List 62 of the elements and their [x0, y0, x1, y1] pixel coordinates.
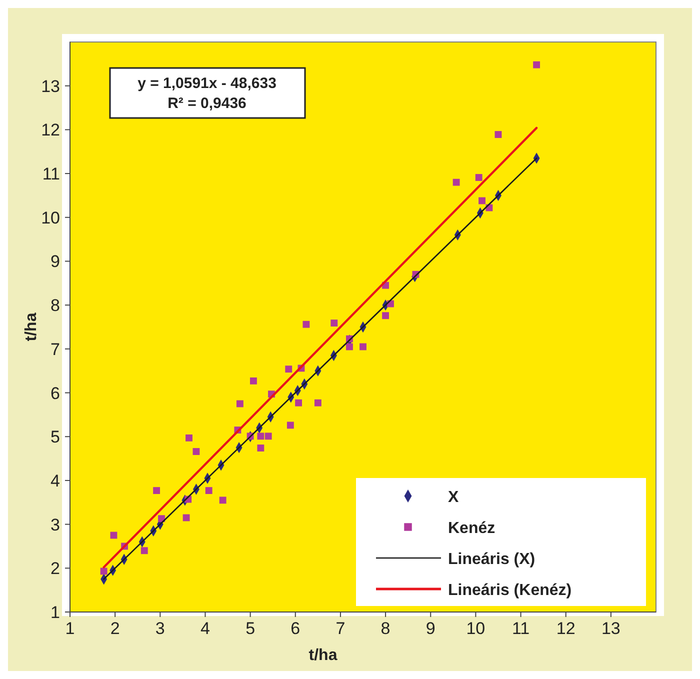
- x-tick-label: 5: [246, 619, 256, 638]
- x-tick-label: 6: [290, 619, 300, 638]
- x-tick-label: 1: [65, 619, 75, 638]
- annotation: y = 1,0591x - 48,633: [138, 75, 276, 92]
- x-tick-label: 9: [426, 619, 436, 638]
- x-tick-label: 8: [380, 619, 390, 638]
- point: [186, 434, 192, 442]
- point: [257, 444, 264, 452]
- point: [360, 343, 366, 350]
- y-tick-label: 13: [41, 76, 60, 96]
- x-axis-title: t/ha: [308, 647, 338, 664]
- point: [219, 496, 226, 504]
- point: [158, 515, 165, 522]
- annotation: R² = 0,9436: [168, 95, 246, 112]
- x-tick-label: 11: [512, 619, 530, 638]
- y-tick-label: 6: [50, 384, 60, 403]
- legend-label: Lineáris (Kenéz): [448, 582, 572, 599]
- y-tick-label: 4: [50, 471, 60, 490]
- y-tick-label: 5: [50, 428, 60, 447]
- y-tick-label: 11: [42, 164, 60, 184]
- legend-label: Kenéz: [448, 520, 496, 537]
- y-tick-label: 1: [50, 603, 60, 622]
- point: [330, 320, 338, 327]
- x-tick-label: 10: [466, 619, 486, 638]
- point: [182, 514, 190, 522]
- x-tick-label: 2: [110, 619, 120, 638]
- point: [285, 366, 292, 373]
- point: [295, 399, 302, 406]
- y-tick-label: 10: [41, 208, 60, 228]
- point: [494, 131, 502, 138]
- point: [314, 399, 322, 406]
- point: [346, 343, 353, 350]
- x-tick-label: 13: [601, 619, 620, 638]
- point: [533, 61, 540, 68]
- x-tick-label: 4: [200, 619, 210, 638]
- y-tick-label: 8: [50, 296, 60, 316]
- point: [250, 377, 257, 384]
- point: [475, 174, 482, 181]
- point: [140, 547, 148, 554]
- point: [478, 197, 486, 204]
- y-tick-label: 12: [41, 120, 60, 140]
- x-tick-label: 12: [556, 619, 576, 638]
- point: [257, 432, 264, 440]
- y-tick-label: 9: [50, 252, 60, 272]
- y-tick-label: 2: [50, 559, 60, 578]
- point: [264, 432, 272, 440]
- point: [286, 422, 294, 429]
- x-tick-label: 7: [336, 619, 346, 638]
- point: [192, 448, 200, 455]
- y-tick-label: 7: [50, 340, 60, 359]
- legend-label: Lineáris (X): [448, 551, 536, 568]
- x-tick-label: 3: [155, 619, 165, 638]
- point: [382, 312, 389, 320]
- legend-label: X: [448, 489, 459, 506]
- point: [236, 400, 244, 408]
- point: [205, 487, 212, 494]
- point: [153, 487, 160, 494]
- point: [100, 568, 108, 575]
- point: [302, 320, 310, 328]
- y-tick-label: 3: [50, 515, 60, 534]
- y-axis-title: t/ha: [23, 312, 40, 342]
- point: [452, 178, 460, 186]
